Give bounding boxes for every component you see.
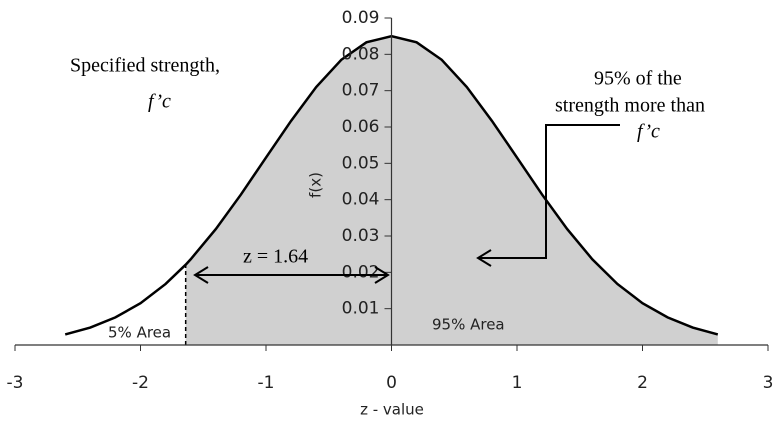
y-tick-label: 0.09 — [342, 8, 380, 28]
arrows — [193, 124, 620, 284]
arrow-head — [193, 266, 209, 284]
arrow-head — [476, 249, 492, 267]
y-tick-label: 0.08 — [342, 44, 380, 64]
arrow-head — [374, 266, 390, 284]
x-tick-label: 2 — [637, 373, 648, 393]
shaded-area — [185, 36, 718, 346]
annotation: z = 1.64 — [243, 246, 308, 268]
plot-area: 0.01 0.02 0.03 0.04 0.05 0.06 0.07 0.08 0.09 -3 -2… — [7, 8, 774, 393]
x-tick-label: -3 — [7, 373, 24, 393]
x-tick-label: 1 — [512, 373, 523, 393]
y-tick-label: 0.02 — [342, 262, 380, 282]
annotation: 5% Area — [108, 324, 171, 342]
y-tick-label: 0.03 — [342, 226, 380, 246]
y-tick-label: 0.06 — [342, 117, 380, 137]
y-tick-label: 0.05 — [342, 153, 380, 173]
annotation: Specified strength, — [70, 55, 220, 77]
callout-line — [478, 124, 620, 259]
x-axis-title: z - value — [360, 401, 424, 419]
annotation: strength more than — [555, 95, 705, 117]
y-tick-label: 0.04 — [342, 190, 380, 210]
annotation: f’c — [148, 91, 171, 113]
x-tick-label: -2 — [132, 373, 149, 393]
annotation: f’c — [637, 121, 660, 143]
annotation: 95% of the — [594, 68, 682, 90]
x-tick-label: -1 — [258, 373, 275, 393]
annotation: 95% Area — [432, 316, 505, 334]
curve — [64, 34, 719, 336]
x-tick-label: 3 — [763, 373, 774, 393]
y-tick-label: 0.01 — [342, 299, 380, 319]
y-axis-title: f(x) — [307, 172, 325, 198]
x-tick-label: 0 — [386, 373, 397, 393]
y-tick-label: 0.07 — [342, 81, 380, 101]
